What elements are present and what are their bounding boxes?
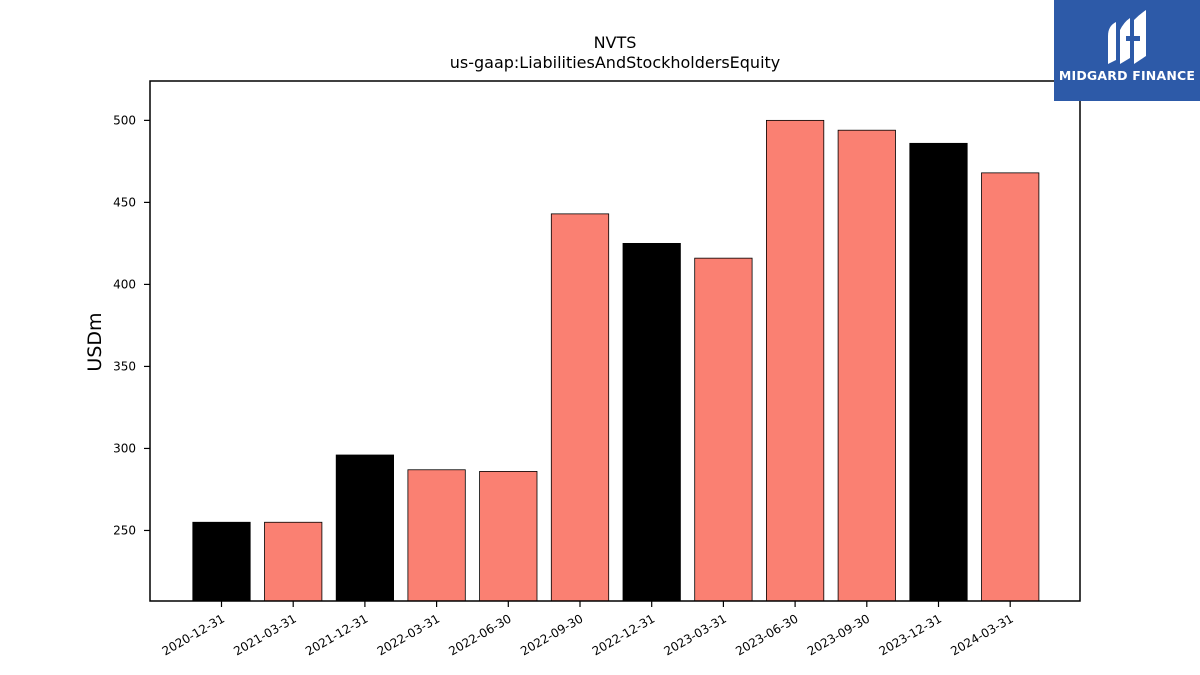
bar-2024-03-31 bbox=[981, 172, 1040, 602]
x-tick-label: 2022-06-30 bbox=[446, 611, 513, 658]
y-tick-label: 300 bbox=[113, 441, 136, 455]
bar-2020-12-31 bbox=[192, 521, 251, 602]
midgard-logo-icon bbox=[1108, 10, 1146, 64]
midgard-finance-logo: MIDGARD FINANCE bbox=[1054, 0, 1200, 101]
bar-2022-06-30 bbox=[479, 471, 538, 602]
y-tick-label: 450 bbox=[113, 195, 136, 209]
y-tick-label: 250 bbox=[113, 523, 136, 537]
chart-subtitle: us-gaap:LiabilitiesAndStockholdersEquity bbox=[450, 53, 781, 72]
x-tick-label: 2023-06-30 bbox=[733, 611, 800, 658]
bars-group bbox=[192, 119, 1040, 602]
plot-frame bbox=[149, 80, 1081, 602]
y-tick-label: 400 bbox=[113, 277, 136, 291]
x-tick-label: 2022-12-31 bbox=[590, 611, 657, 658]
x-tick-label: 2022-09-30 bbox=[518, 611, 585, 658]
y-tick-label: 350 bbox=[113, 359, 136, 373]
bar-2021-03-31 bbox=[264, 521, 323, 602]
x-tick-label: 2021-03-31 bbox=[231, 611, 298, 658]
x-axis-ticks: 2020-12-31 2021-03-31 2021-12-31 2022-03-31… bbox=[160, 601, 1016, 658]
bar-2022-03-31 bbox=[407, 469, 466, 602]
x-tick-label: 2023-09-30 bbox=[805, 611, 872, 658]
y-axis-ticks: 250 300 350 400 450 500 bbox=[113, 113, 150, 537]
bar-2023-03-31 bbox=[694, 257, 753, 602]
x-tick-label: 2024-03-31 bbox=[948, 611, 1015, 658]
x-tick-label: 2023-03-31 bbox=[661, 611, 728, 658]
logo-text: MIDGARD FINANCE bbox=[1058, 68, 1196, 83]
y-tick-label: 500 bbox=[113, 113, 136, 127]
x-tick-label: 2022-03-31 bbox=[375, 611, 442, 658]
x-tick-label: 2021-12-31 bbox=[303, 611, 370, 658]
bar-2022-09-30 bbox=[550, 213, 610, 602]
y-axis-label: USDm bbox=[84, 312, 106, 371]
bar-2021-12-31 bbox=[335, 454, 395, 602]
x-tick-label: 2023-12-31 bbox=[877, 611, 944, 658]
x-tick-label: 2020-12-31 bbox=[160, 611, 227, 658]
chart-title: NVTS bbox=[594, 33, 637, 52]
bar-2022-12-31 bbox=[622, 242, 681, 602]
bar-2023-06-30 bbox=[766, 119, 825, 602]
bar-2023-12-31 bbox=[909, 142, 968, 602]
bar-2023-09-30 bbox=[837, 129, 896, 602]
